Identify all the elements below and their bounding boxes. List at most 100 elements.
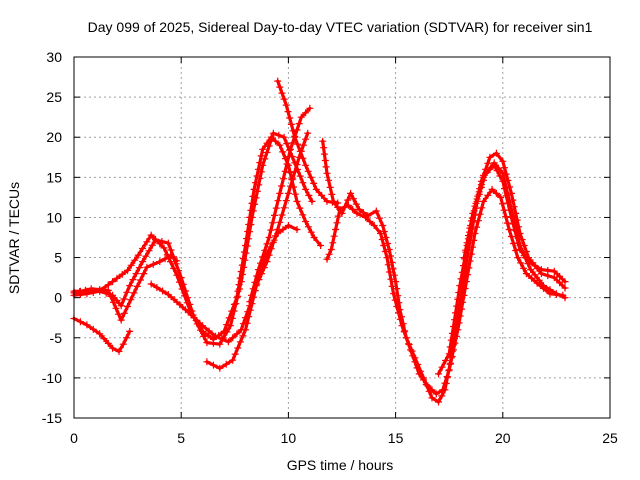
data-point — [230, 307, 238, 315]
data-point — [132, 270, 140, 278]
data-point — [398, 322, 406, 330]
data-point — [507, 205, 515, 213]
data-point — [87, 285, 95, 293]
data-point — [409, 352, 417, 360]
data-point — [245, 313, 253, 321]
data-point — [349, 205, 357, 213]
data-point — [383, 254, 391, 262]
data-point — [460, 262, 467, 270]
data-point — [238, 271, 246, 278]
data-point — [379, 222, 387, 229]
data-point — [223, 321, 231, 329]
data-point — [552, 290, 560, 298]
data-point — [152, 236, 159, 244]
data-point — [120, 295, 128, 303]
data-point — [396, 315, 404, 323]
data-point — [242, 326, 249, 334]
data-point — [243, 319, 251, 327]
data-point — [127, 296, 135, 304]
data-point — [246, 306, 254, 314]
data-point — [438, 363, 446, 371]
data-point — [280, 95, 288, 103]
data-point — [387, 275, 395, 283]
data-point — [261, 155, 269, 163]
data-point — [502, 213, 510, 221]
y-tick-label: 0 — [54, 290, 62, 306]
data-point — [299, 141, 307, 149]
data-point — [463, 239, 471, 247]
data-point — [293, 197, 301, 205]
data-point — [289, 175, 297, 183]
data-point — [478, 204, 486, 212]
data-point — [267, 136, 275, 144]
data-point — [524, 260, 532, 268]
data-point — [130, 289, 138, 297]
data-point — [474, 217, 482, 225]
data-point — [234, 344, 242, 352]
data-point — [107, 292, 115, 300]
data-point — [293, 126, 301, 134]
data-point — [248, 213, 256, 221]
data-point — [246, 228, 254, 236]
data-point — [457, 275, 465, 283]
y-tick-label: 20 — [46, 129, 62, 145]
data-point — [497, 193, 505, 201]
data-point — [317, 242, 325, 249]
data-point — [76, 288, 84, 295]
data-point — [127, 261, 135, 269]
data-point — [531, 271, 539, 279]
data-point — [439, 386, 447, 394]
data-point — [556, 272, 564, 280]
data-point — [499, 169, 507, 177]
data-point — [186, 300, 194, 308]
data-point — [269, 238, 277, 246]
data-point — [445, 366, 453, 374]
data-point — [236, 338, 244, 346]
data-point — [484, 159, 492, 167]
data-point — [257, 168, 265, 176]
data-point — [119, 340, 127, 348]
data-point — [282, 197, 290, 205]
data-point — [511, 220, 519, 228]
data-point — [286, 114, 294, 122]
data-point — [274, 226, 282, 233]
data-point — [255, 181, 263, 189]
data-point — [274, 197, 282, 205]
data-point — [502, 184, 510, 192]
data-point — [443, 373, 451, 381]
data-point — [115, 347, 123, 355]
series-track-11 — [323, 185, 567, 398]
series-track-3 — [70, 129, 316, 348]
data-point — [514, 254, 522, 262]
data-point — [529, 259, 537, 267]
data-point — [510, 240, 517, 247]
data-point — [205, 327, 213, 335]
data-point — [310, 234, 318, 241]
data-point — [260, 264, 268, 272]
series-track-7 — [246, 104, 314, 306]
data-point — [447, 336, 455, 344]
data-point — [344, 196, 352, 204]
data-point — [326, 183, 334, 191]
data-point — [287, 120, 295, 128]
data-point — [216, 340, 224, 348]
data-point — [466, 224, 474, 232]
data-point — [411, 358, 419, 366]
data-point — [435, 370, 442, 378]
data-point — [464, 271, 472, 279]
data-point — [289, 139, 297, 147]
data-point — [299, 211, 307, 219]
data-point — [197, 326, 204, 334]
data-point — [376, 214, 383, 222]
data-point — [293, 161, 301, 168]
data-point — [291, 168, 299, 176]
data-point — [265, 251, 273, 259]
data-point — [466, 257, 474, 265]
data-point — [176, 301, 184, 309]
data-point — [209, 339, 217, 347]
data-point — [390, 271, 398, 279]
data-point — [329, 239, 337, 247]
data-point — [252, 282, 260, 290]
data-point — [521, 254, 529, 262]
data-point — [291, 190, 299, 198]
